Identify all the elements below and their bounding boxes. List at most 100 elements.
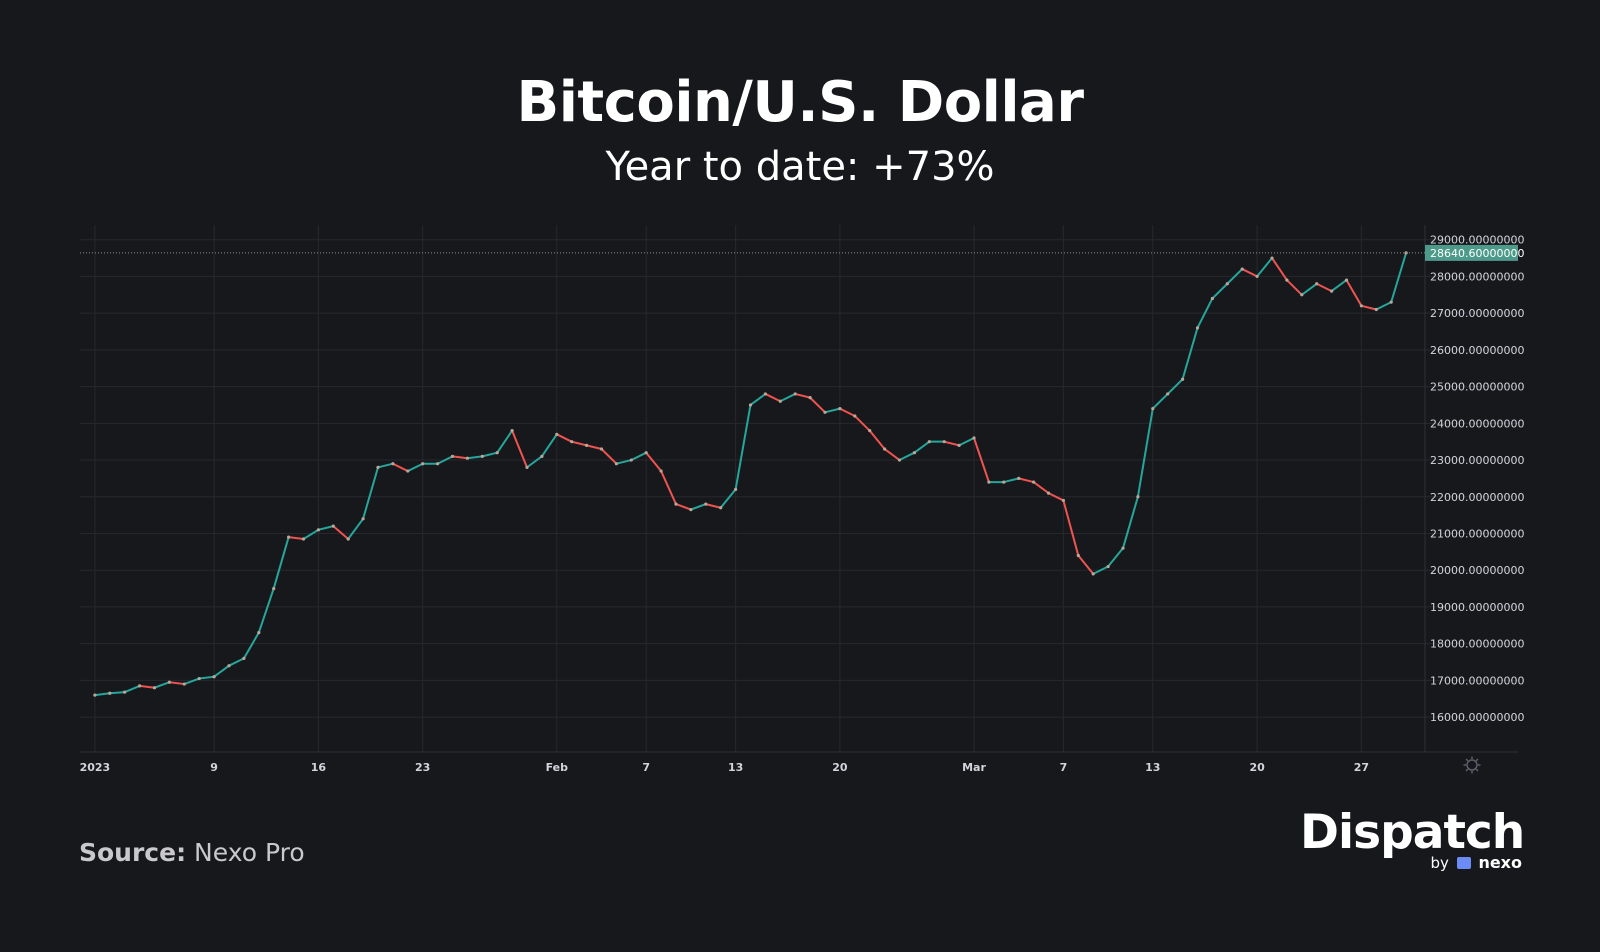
brand-wordmark: Dispatch [1300, 805, 1525, 860]
price-point [1359, 304, 1363, 308]
price-segment [1092, 565, 1110, 575]
price-segment [1196, 297, 1214, 329]
price-segment [1136, 407, 1154, 498]
price-segment [257, 587, 275, 634]
price-segment [719, 488, 737, 509]
brand-by-text: by [1430, 854, 1449, 872]
price-segment [153, 681, 171, 689]
price-segment [496, 429, 514, 454]
price-point [689, 508, 693, 512]
source-value: Nexo Pro [194, 838, 305, 867]
price-segment [287, 536, 305, 540]
price-point [123, 690, 127, 694]
price-segment [108, 691, 126, 695]
price-point [644, 451, 648, 455]
price-point [421, 462, 425, 466]
price-segment [302, 528, 320, 540]
price-segment [943, 440, 961, 447]
price-point [972, 436, 976, 440]
price-segment [600, 448, 618, 465]
price-segment [585, 444, 603, 451]
price-point [510, 429, 514, 433]
y-tick-label: 18000.00000000 [1430, 638, 1524, 651]
price-point [704, 502, 708, 506]
price-segment [645, 451, 663, 473]
grid [80, 225, 1518, 752]
price-segment [1271, 257, 1288, 282]
price-segment [1032, 481, 1050, 495]
y-tick-label: 22000.00000000 [1430, 491, 1524, 504]
price-point [838, 407, 842, 411]
x-tick-label: 13 [1145, 761, 1160, 774]
price-segment [898, 451, 916, 462]
price-segment [794, 392, 812, 399]
price-segment [1256, 257, 1273, 278]
price-point [1330, 289, 1334, 293]
y-tick-label: 26000.00000000 [1430, 344, 1524, 357]
price-segment [1166, 378, 1184, 395]
x-tick-label: 2023 [80, 761, 111, 774]
x-tick-label: 20 [1249, 761, 1265, 774]
x-tick-label: 16 [311, 761, 327, 774]
price-point [585, 443, 589, 447]
price-point [540, 454, 544, 458]
price-segment [615, 459, 633, 465]
price-segment [481, 451, 499, 458]
price-point [987, 480, 991, 484]
price-segment [123, 684, 141, 694]
price-point [93, 693, 97, 697]
price-point [823, 410, 827, 414]
dispatch-logo: Dispatch by nexo [1300, 805, 1525, 875]
price-segment [1062, 499, 1080, 557]
price-segment [883, 448, 901, 462]
y-tick-label: 28000.00000000 [1430, 270, 1524, 283]
price-segment [1390, 251, 1408, 304]
price-segment [1107, 547, 1124, 568]
price-point [316, 528, 320, 532]
x-tick-label: 20 [832, 761, 848, 774]
price-segment [540, 433, 558, 458]
price-point [495, 451, 499, 455]
price-segment [138, 684, 156, 689]
price-segment [511, 429, 528, 469]
price-segment [1345, 279, 1363, 307]
price-segment [1330, 279, 1348, 293]
price-segment [406, 462, 424, 473]
price-point [1389, 300, 1393, 304]
price-point [212, 675, 216, 679]
price-point [1255, 274, 1259, 279]
price-segment [630, 451, 648, 462]
price-point [227, 664, 231, 668]
price-point [108, 691, 112, 695]
y-tick-label: 27000.00000000 [1430, 307, 1524, 320]
price-point [272, 586, 276, 591]
price-point [1032, 480, 1036, 484]
y-tick-label: 23000.00000000 [1430, 454, 1524, 467]
price-point [1076, 553, 1080, 558]
price-segment [1002, 477, 1020, 484]
price-segment [734, 403, 752, 491]
price-segment [198, 675, 216, 680]
price-point [152, 686, 157, 690]
price-point [450, 454, 455, 458]
price-point [525, 465, 529, 469]
price-point [1106, 564, 1110, 569]
price-point [242, 656, 246, 660]
price-point [734, 487, 738, 492]
settings-gear-icon[interactable] [1463, 756, 1481, 774]
price-point [287, 535, 291, 539]
price-point [406, 469, 410, 473]
price-segment [704, 503, 722, 509]
price-point [197, 676, 201, 681]
price-point [808, 396, 812, 400]
price-point [942, 440, 946, 444]
price-point [614, 462, 619, 466]
price-point [1121, 546, 1125, 550]
price-point [138, 684, 142, 688]
price-segment [973, 437, 990, 484]
price-segment [555, 433, 573, 443]
price-point [376, 465, 380, 469]
price-point [674, 502, 678, 506]
price-segment [1211, 282, 1229, 300]
